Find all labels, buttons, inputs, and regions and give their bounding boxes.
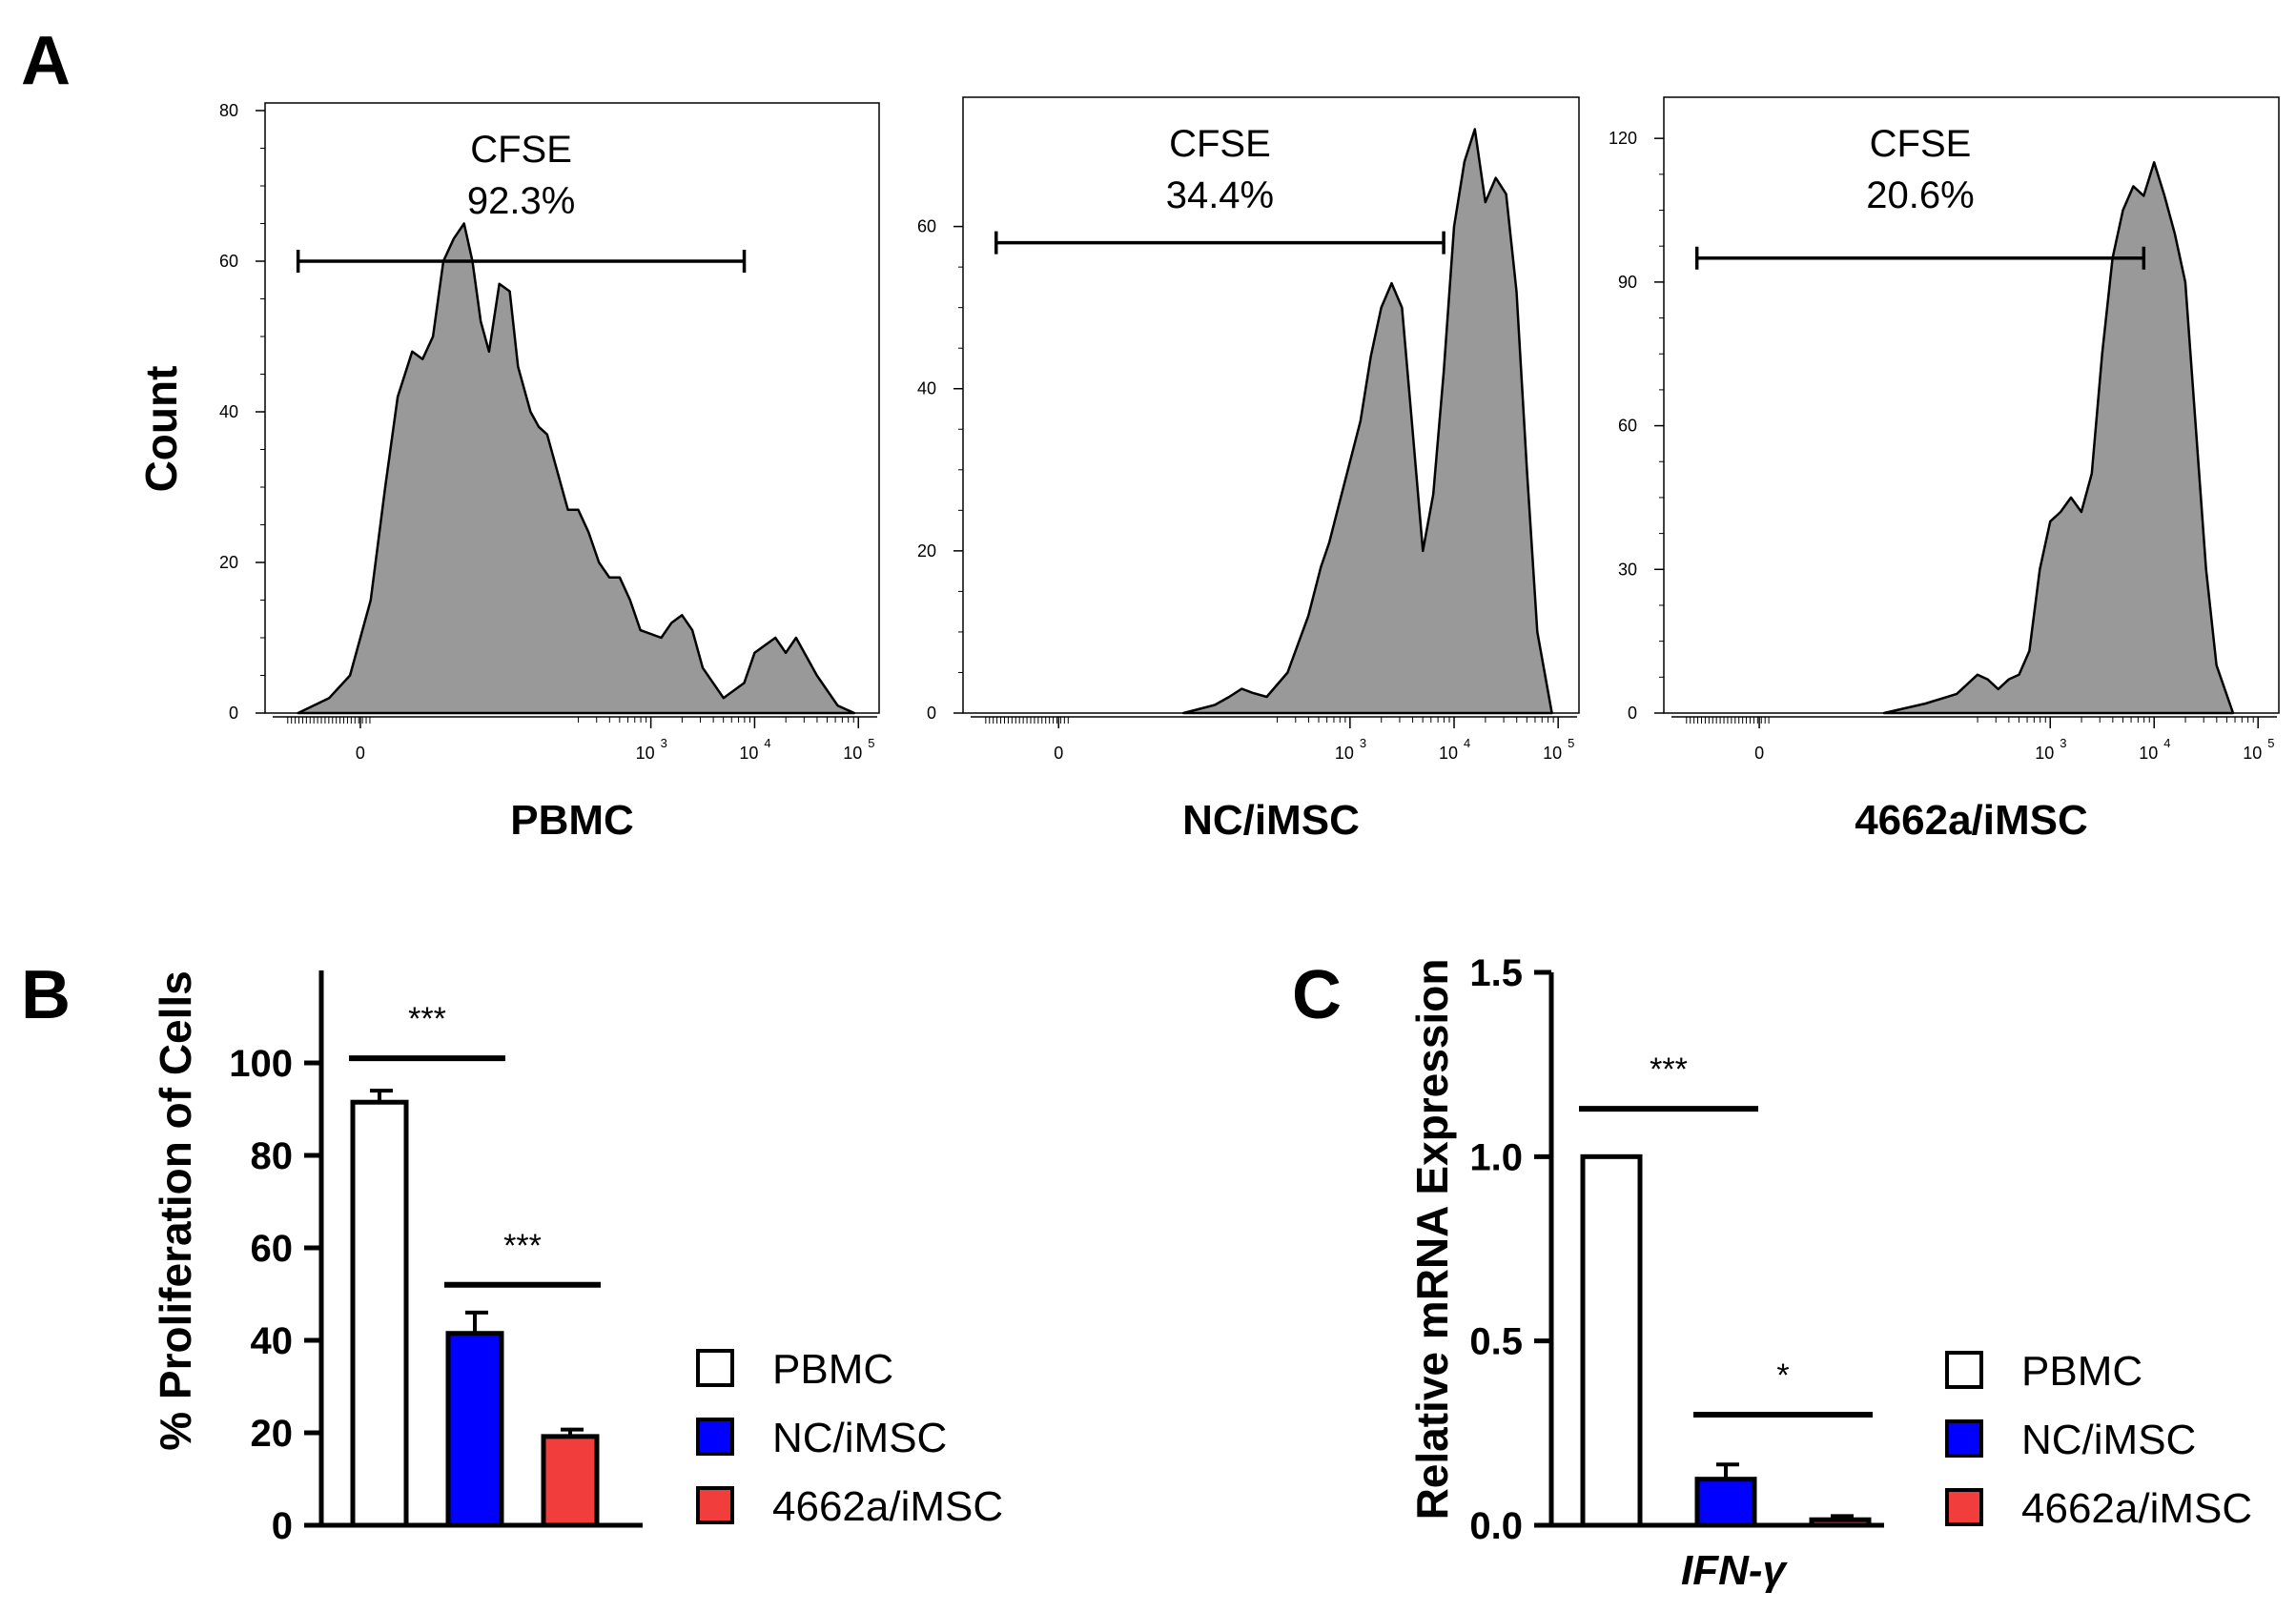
histogram-nc-imsc: 0 20 40 60 0 10 3 10 4 10 5 CFSE 34.4% NC/iMSC (917, 96, 1580, 844)
bar-c-y-label: Relative mRNA Expression (1407, 959, 1457, 1520)
bar-4662a-imsc (1809, 1517, 1872, 1528)
y-tick-label: 1.0 (1469, 1136, 1523, 1178)
histogram-x-label: 4662a/iMSC (1855, 797, 2088, 844)
gate-label: CFSE (470, 129, 572, 171)
x-tick-exponent: 4 (2163, 736, 2170, 750)
significance-label: * (1776, 1357, 1789, 1394)
histogram-area (297, 222, 856, 715)
legend-swatch (1945, 1488, 1983, 1526)
x-tick-label: 10 (1335, 744, 1354, 763)
legend-label: PBMC (772, 1346, 893, 1393)
legend-swatch (1945, 1351, 1983, 1389)
bar-nc-imsc (1694, 1477, 1757, 1528)
legend-b: PBMC NC/iMSC 4662a/iMSC (696, 1346, 1003, 1530)
y-tick-label: 40 (251, 1320, 294, 1362)
x-tick-label: 10 (739, 744, 758, 763)
histogram-y-label: Count (136, 366, 186, 493)
legend-swatch (696, 1349, 734, 1387)
x-tick-exponent: 5 (2267, 736, 2274, 750)
legend-swatch (696, 1418, 734, 1456)
panel-label-a: A (21, 23, 71, 99)
x-tick-label: 10 (2035, 744, 2054, 763)
y-tick-label: 90 (1618, 273, 1637, 292)
x-tick-label: 0 (1054, 744, 1063, 763)
y-tick-label: 40 (219, 402, 238, 421)
gate-percent: 92.3% (467, 180, 575, 222)
x-tick-label: 10 (636, 744, 655, 763)
y-tick-label: 40 (917, 379, 936, 398)
legend-label: NC/iMSC (772, 1415, 947, 1461)
panel-label-c: C (1292, 957, 1342, 1033)
histogram-area (1882, 161, 2235, 715)
legend-label: NC/iMSC (2021, 1417, 2196, 1463)
x-tick-label: 10 (1543, 744, 1562, 763)
histogram-4662a-imsc: 0 30 60 90 120 0 10 3 10 4 10 5 CFSE 20.6% 4662a/iMSC (1609, 96, 2280, 844)
bar-c-x-label: IFN-γ (1681, 1547, 1789, 1594)
x-tick-label: 10 (1439, 744, 1458, 763)
legend-swatch (1945, 1419, 1983, 1458)
x-tick-exponent: 4 (764, 736, 770, 750)
x-tick-label: 10 (843, 744, 862, 763)
legend-label: 4662a/iMSC (2021, 1485, 2252, 1532)
x-tick-label: 0 (356, 744, 365, 763)
gate-percent: 34.4% (1166, 174, 1274, 216)
y-tick-label: 0 (927, 704, 936, 723)
y-tick-label: 20 (917, 541, 936, 561)
histogram-area (1181, 128, 1553, 715)
y-tick-label: 60 (251, 1228, 294, 1270)
y-tick-label: 20 (219, 553, 238, 572)
bar-pbmc (1580, 1153, 1643, 1528)
legend-c: PBMC NC/iMSC 4662a/iMSC (1945, 1348, 2252, 1532)
panel-label-b: B (21, 957, 71, 1033)
y-tick-label: 0 (272, 1505, 293, 1547)
legend-label: PBMC (2021, 1348, 2142, 1395)
x-tick-label: 0 (1754, 744, 1764, 763)
y-tick-label: 0 (229, 704, 238, 723)
y-tick-label: 1.5 (1469, 952, 1523, 994)
y-tick-label: 30 (1618, 560, 1637, 579)
y-tick-label: 20 (251, 1413, 294, 1455)
x-tick-exponent: 4 (1464, 736, 1470, 750)
y-tick-label: 100 (229, 1043, 293, 1085)
gate-label: CFSE (1169, 123, 1271, 165)
histogram-x-label: PBMC (510, 797, 634, 844)
significance-label: *** (408, 1001, 446, 1037)
x-tick-exponent: 3 (661, 736, 667, 750)
significance-label: *** (1650, 1051, 1688, 1088)
x-tick-label: 10 (2243, 744, 2262, 763)
legend-swatch (696, 1486, 734, 1524)
y-tick-label: 80 (251, 1135, 294, 1177)
y-tick-label: 0.0 (1469, 1505, 1523, 1547)
histogram-pbmc: 0 20 40 60 80 0 10 3 10 4 10 5 CFSE 92.3% PBMC (219, 101, 880, 844)
bar-chart-proliferation: 0 20 40 60 80 100 *** *** (229, 970, 643, 1547)
legend-label: 4662a/iMSC (772, 1483, 1003, 1530)
bar-4662a-imsc (541, 1434, 600, 1528)
significance-label: *** (503, 1228, 542, 1264)
histogram-x-label: NC/iMSC (1182, 797, 1360, 844)
x-tick-exponent: 3 (2060, 736, 2066, 750)
gate-label: CFSE (1870, 123, 1972, 165)
x-tick-exponent: 5 (868, 736, 874, 750)
x-tick-label: 10 (2139, 744, 2158, 763)
y-tick-label: 60 (219, 252, 238, 271)
bar-chart-mrna: 0.00.51.01.5**** (1469, 952, 1884, 1547)
y-tick-label: 80 (219, 101, 238, 120)
bar-b-y-label: % Proliferation of Cells (151, 970, 200, 1451)
y-tick-label: 0.5 (1469, 1321, 1523, 1363)
gate-percent: 20.6% (1866, 174, 1974, 216)
bar-pbmc (350, 1099, 409, 1528)
y-tick-label: 0 (1628, 704, 1637, 723)
y-tick-label: 120 (1609, 129, 1637, 148)
x-tick-exponent: 5 (1568, 736, 1574, 750)
y-tick-label: 60 (1618, 417, 1637, 436)
bar-nc-imsc (445, 1331, 504, 1528)
x-tick-exponent: 3 (1360, 736, 1366, 750)
y-tick-label: 60 (917, 217, 936, 236)
